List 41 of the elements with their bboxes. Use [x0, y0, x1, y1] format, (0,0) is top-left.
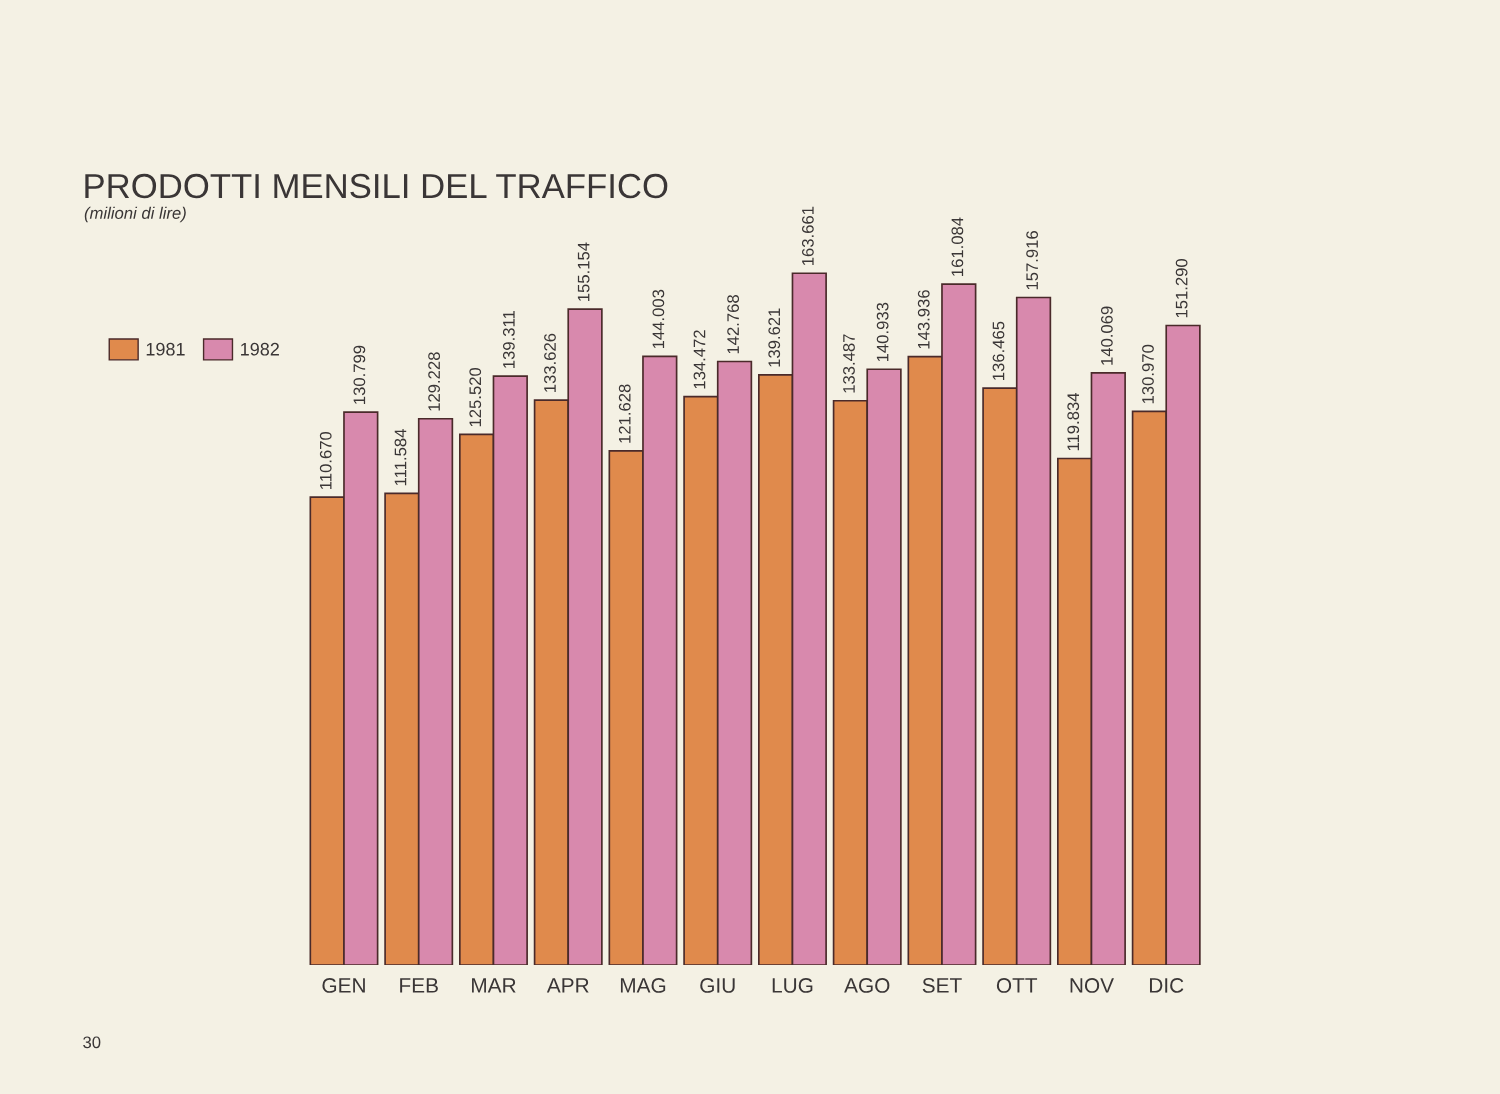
chart-title: PRODOTTI MENSILI DEL TRAFFICO: [85, 173, 668, 199]
x-tick-label: DIC: [1149, 978, 1184, 993]
data-label: 139.621: [768, 308, 781, 367]
x-tick-label: NOV: [1070, 978, 1114, 993]
x-tick-label: AGO: [844, 978, 890, 993]
data-label: 155.154: [577, 242, 590, 301]
data-label: 157.916: [1026, 231, 1039, 290]
x-tick-label: GEN: [322, 978, 365, 993]
x-tick-label: APR: [546, 978, 589, 993]
data-label: 133.626: [544, 333, 556, 392]
data-label: 130.970: [1142, 344, 1154, 404]
x-tick-label: LUG: [772, 978, 813, 993]
data-label: 140.933: [876, 302, 889, 362]
data-label: 119.834: [1067, 393, 1080, 451]
data-label: 161.084: [951, 217, 964, 276]
data-label: 143.936: [917, 290, 930, 349]
text: 30: [83, 1036, 101, 1049]
legend-label: 1981: [146, 342, 185, 356]
data-label: 144.003: [652, 289, 665, 349]
data-label: 136.465: [992, 321, 1005, 380]
data-label: 151.290: [1175, 258, 1188, 318]
data-label: 163.661: [801, 206, 814, 265]
data-label: 139.311: [502, 310, 515, 368]
data-label: 121.628: [618, 384, 631, 443]
x-tick-label: GIU: [700, 978, 735, 993]
data-label: 133.487: [843, 334, 855, 393]
legend-label: 1982: [241, 342, 279, 356]
data-label: 125.520: [469, 367, 482, 427]
data-label: 130.799: [353, 345, 366, 404]
x-tick-label: SET: [922, 978, 962, 993]
x-tick-label: OTT: [996, 978, 1038, 993]
data-label: 140.069: [1100, 306, 1113, 365]
text: (milioni di lire): [84, 206, 186, 223]
data-label: 142.768: [727, 295, 740, 354]
x-tick-label: MAG: [620, 978, 666, 993]
data-label: 110.670: [319, 431, 332, 489]
x-tick-label: MAR: [472, 978, 516, 993]
data-label: 129.228: [428, 352, 441, 411]
data-label: 111.584: [394, 429, 407, 486]
x-tick-label: FEB: [400, 978, 438, 993]
data-label: 134.472: [693, 330, 706, 389]
